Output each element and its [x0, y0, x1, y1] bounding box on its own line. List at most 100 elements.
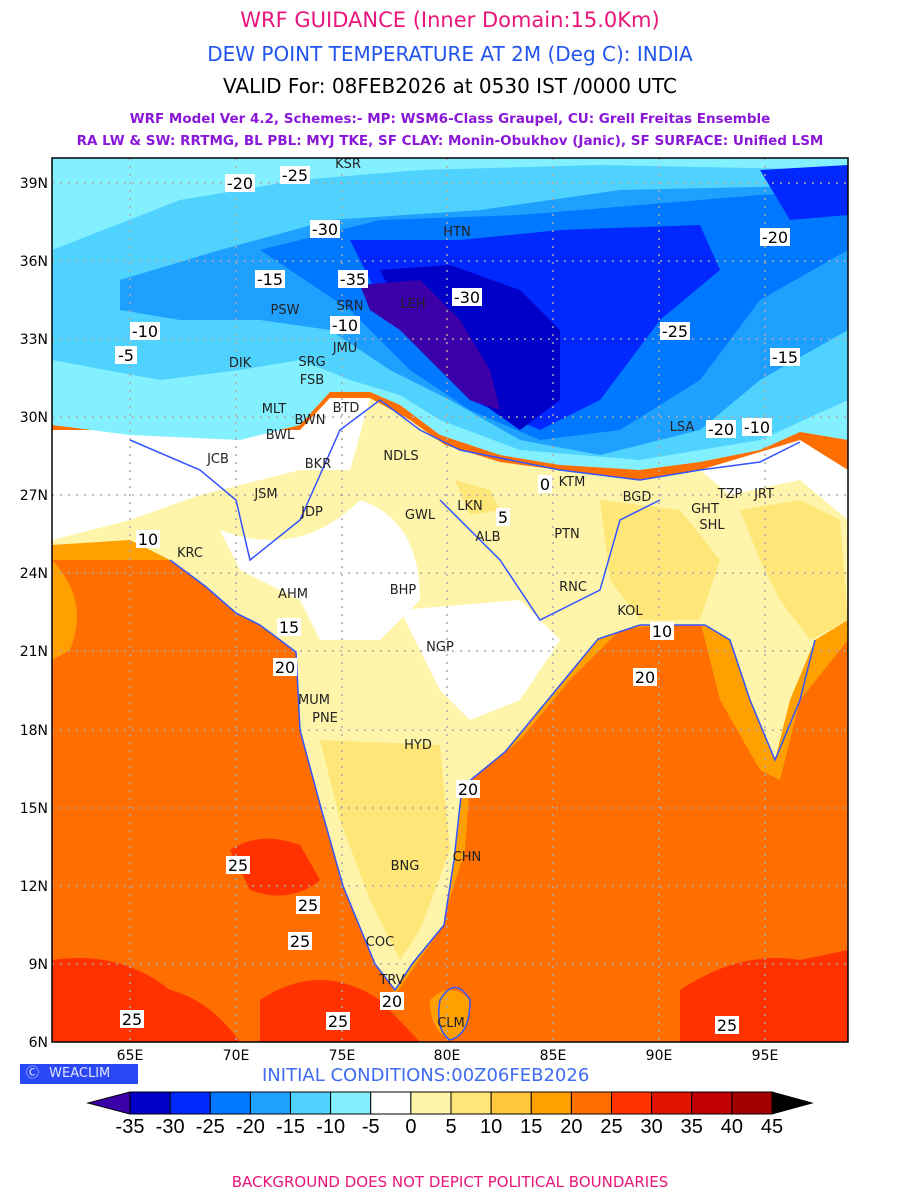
- contour-label: 25: [298, 896, 318, 915]
- brand-name: WEACLIM: [49, 1066, 111, 1081]
- colorbar-swatch: [731, 1091, 773, 1115]
- contour-label: -20: [762, 228, 788, 247]
- city-label: HTN: [443, 225, 470, 240]
- city-label: PNE: [312, 711, 338, 726]
- colorbar-swatch: [209, 1091, 251, 1115]
- colorbar-swatch: [530, 1091, 572, 1115]
- city-label: BGD: [623, 490, 652, 505]
- colorbar-swatch: [570, 1091, 612, 1115]
- city-label: BWN: [294, 413, 325, 428]
- colorbar-below-triangle: [86, 1091, 131, 1115]
- colorbar-swatch: [249, 1091, 291, 1115]
- city-label: MLT: [262, 402, 287, 417]
- city-label: BHP: [390, 583, 417, 598]
- colorbar-above-triangle: [771, 1091, 814, 1115]
- city-label: GHT: [691, 502, 719, 517]
- svg-text:27N: 27N: [20, 488, 48, 504]
- city-label: RNC: [559, 580, 587, 595]
- city-labels: KSR HTN PSW SRN LEH JMU DIK SRG FSB MLT …: [177, 158, 774, 1031]
- contour-label: -10: [332, 316, 358, 335]
- svg-text:70E: 70E: [223, 1048, 250, 1064]
- contour-label: 0: [540, 475, 550, 494]
- city-label: DIK: [229, 356, 252, 371]
- contour-label: -15: [257, 270, 283, 289]
- city-label: LKN: [457, 499, 483, 514]
- city-label: TRV: [378, 973, 404, 988]
- svg-text:12N: 12N: [20, 879, 48, 895]
- contour-label: 10: [138, 530, 158, 549]
- colorbar-label: 10: [480, 1116, 502, 1138]
- colorbar-swatch: [330, 1091, 372, 1115]
- contour-label: 20: [275, 658, 295, 677]
- svg-text:6N: 6N: [29, 1035, 48, 1051]
- city-label: KRC: [177, 546, 203, 561]
- colorbar-label: -25: [196, 1116, 225, 1138]
- colorbar-label: 5: [445, 1116, 456, 1138]
- svg-text:65E: 65E: [117, 1048, 144, 1064]
- boundary-lines: [129, 399, 816, 1041]
- city-label: FSB: [300, 373, 324, 388]
- colorbar-label: -15: [276, 1116, 305, 1138]
- city-label: HYD: [404, 738, 432, 753]
- disclaimer: BACKGROUND DOES NOT DEPICT POLITICAL BOU…: [231, 1173, 669, 1191]
- colorbar-swatch: [691, 1091, 733, 1115]
- model-schemes-line-1: WRF Model Ver 4.2, Schemes:- MP: WSM6-Cl…: [129, 111, 771, 127]
- colorbar-label: 15: [520, 1116, 542, 1138]
- city-label: JDP: [300, 505, 323, 520]
- contour-labels: -25 -20 -30 -15 -10 -35 -30 -25 -20 -10 …: [115, 166, 800, 1035]
- contour-label: 20: [635, 668, 655, 687]
- lat-lon-grid: [52, 158, 848, 1042]
- contour-label: 25: [122, 1010, 142, 1029]
- city-label: NDLS: [383, 449, 418, 464]
- contour-label: 25: [228, 856, 248, 875]
- colorbar-label: 25: [600, 1116, 622, 1138]
- city-label: GWL: [405, 508, 436, 523]
- colorbar-label: -20: [236, 1116, 265, 1138]
- svg-text:21N: 21N: [20, 644, 48, 660]
- city-label: MUM: [298, 693, 330, 708]
- contour-label: -10: [132, 322, 158, 341]
- colorbar-swatch: [611, 1091, 653, 1115]
- initial-conditions: INITIAL CONDITIONS:00Z06FEB2026: [262, 1065, 590, 1086]
- colorbar-swatch: [129, 1091, 171, 1115]
- weaclim-logo: Ⓒ WEACLIM: [20, 1064, 138, 1084]
- map-variable-title: DEW POINT TEMPERATURE AT 2M (Deg C): IND…: [207, 42, 693, 66]
- colorbar-swatch: [290, 1091, 332, 1115]
- svg-text:85E: 85E: [540, 1048, 567, 1064]
- lat-axis-labels: 39N 36N 33N 30N 27N 24N 21N 18N 15N 12N 9N 6N: [20, 176, 48, 1051]
- colorbar-label: -10: [316, 1116, 345, 1138]
- colorbar-label: 40: [721, 1116, 743, 1138]
- colorbar-swatch: [490, 1091, 532, 1115]
- map-title: WRF GUIDANCE (Inner Domain:15.0Km): [240, 8, 660, 32]
- city-label: BWL: [266, 428, 295, 443]
- city-label: BKR: [305, 457, 331, 472]
- colorbar: -35 -30 -25 -20 -15 -10 -5 0 5 10 15 20 25 30 35 40 45: [86, 1091, 814, 1138]
- city-label: PTN: [554, 527, 580, 542]
- colorbar-label: -5: [362, 1116, 380, 1138]
- contour-label: 20: [382, 992, 402, 1011]
- contour-label: 25: [717, 1016, 737, 1035]
- city-label: SRG: [298, 355, 325, 370]
- contour-label: -20: [227, 174, 253, 193]
- map-frame: [51, 157, 849, 1043]
- city-label: PSW: [271, 303, 300, 318]
- city-label: JMU: [332, 341, 358, 356]
- city-label: BNG: [391, 859, 420, 874]
- city-label: ALB: [475, 530, 500, 545]
- colorbar-label: 20: [560, 1116, 582, 1138]
- svg-text:30N: 30N: [20, 410, 48, 426]
- colorbar-label: 0: [405, 1116, 416, 1138]
- contour-label: -5: [118, 346, 134, 365]
- city-label: CHN: [453, 850, 482, 865]
- city-label: COC: [366, 935, 394, 950]
- colorbar-swatch: [651, 1091, 693, 1115]
- map-fill: -25 -20 -30 -15 -10 -35 -30 -25 -20 -10 …: [52, 158, 848, 1042]
- valid-time: VALID For: 08FEB2026 at 0530 IST /0000 U…: [223, 74, 677, 98]
- svg-text:39N: 39N: [20, 176, 48, 192]
- colorbar-label: -35: [116, 1116, 145, 1138]
- svg-text:36N: 36N: [20, 254, 48, 270]
- contour-label: -35: [340, 270, 366, 289]
- lon-axis-labels: 65E 70E 75E 80E 85E 90E 95E: [117, 1048, 779, 1064]
